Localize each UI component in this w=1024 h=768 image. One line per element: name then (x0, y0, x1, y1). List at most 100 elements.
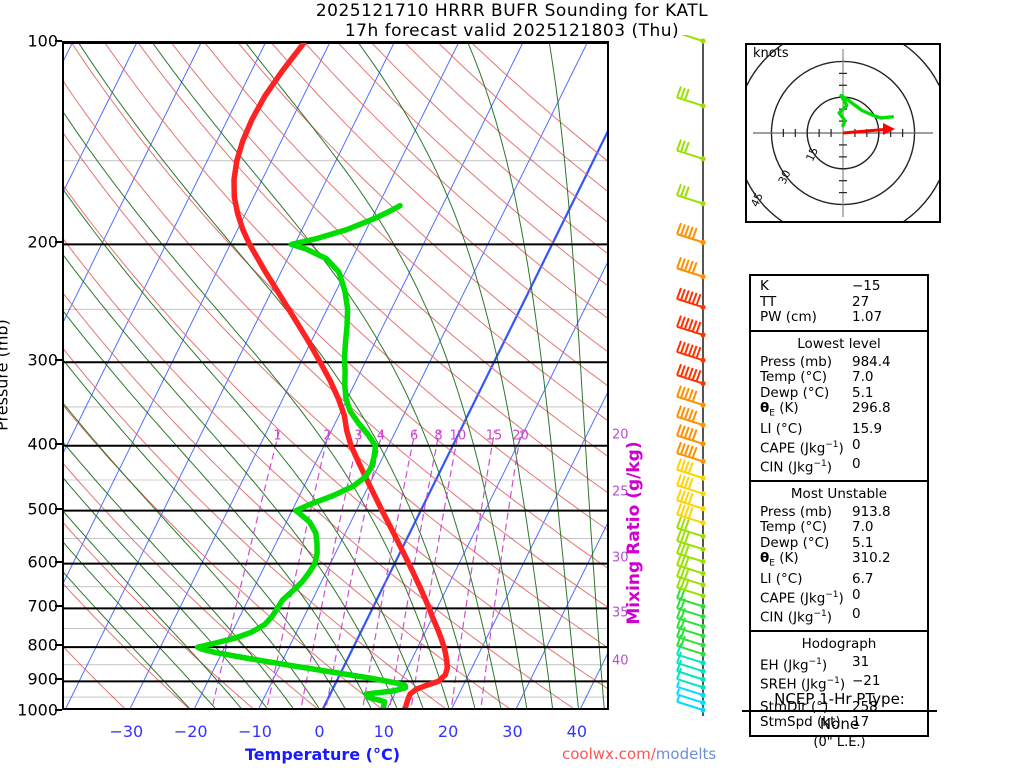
temperature-tick: 0 (314, 722, 325, 741)
index-row: Press (mb) 984.4 (751, 353, 927, 371)
pressure-tick-mark (55, 442, 62, 445)
wind-barb (676, 385, 706, 408)
wind-barb (676, 503, 706, 526)
index-row: TT 27 (751, 293, 927, 311)
pressure-tick: 900 (27, 669, 58, 689)
index-row: Press (mb) 913.8 (751, 503, 927, 521)
wind-barb (676, 424, 706, 447)
index-value: 0 (852, 605, 861, 622)
index-value: 984.4 (852, 353, 891, 370)
wind-barb (676, 340, 706, 363)
pressure-tick-mark (55, 359, 62, 362)
index-row: CIN (Jkg−1) 0 (751, 455, 927, 476)
indices-mostunstable-block: Most Unstable Press (mb) 913.8 Temp (°C) 7.… (751, 482, 927, 632)
index-value: 0 (852, 436, 861, 453)
index-key: K (760, 278, 769, 294)
pressure-tick-mark (55, 644, 62, 647)
wind-barb (676, 405, 706, 428)
temperature-tick: 10 (373, 722, 394, 741)
index-row: K −15 (751, 278, 927, 295)
index-value: 0 (852, 586, 861, 603)
index-key: Press (mb) (760, 503, 833, 520)
ptype-liquid-equivalent: (0" L.E.) (813, 735, 866, 750)
temperature-tick: 40 (566, 722, 587, 741)
wind-barb (676, 643, 706, 666)
page-title: 2025121710 HRRR BUFR Sounding for KATL (315, 1, 709, 21)
mixing-ratio-tick: 6 (410, 428, 419, 444)
indices-top-block: K −15 TT 27 PW (cm) 1.07 (751, 276, 927, 332)
wind-barb (676, 257, 706, 280)
index-key: CIN (Jkg−1) (760, 608, 832, 626)
mixing-ratio-tick: 3 (354, 428, 363, 444)
hodograph-ring-label: 45 (748, 191, 766, 209)
temperature-tick: −10 (238, 722, 272, 741)
index-value: 17 (852, 714, 870, 731)
mixing-ratio-tick: 1 (273, 428, 282, 444)
right-margin-tick: 35 (612, 605, 629, 621)
mixing-ratio-tick: 20 (512, 428, 529, 444)
pressure-tick-mark (55, 560, 62, 563)
index-key: Dewp (°C) (760, 534, 830, 551)
index-value: 5.1 (852, 384, 874, 401)
index-key: Temp (°C) (760, 369, 827, 385)
index-value: 6.7 (852, 571, 874, 588)
index-value: 310.2 (852, 550, 891, 567)
wind-barb (676, 315, 706, 338)
indices-lowest-block: Lowest level Press (mb) 984.4 Temp (°C) 7.0… (751, 332, 927, 482)
pressure-tick: 500 (27, 499, 58, 519)
wind-barb (676, 184, 706, 207)
wind-barb (680, 35, 706, 44)
wind-barb (676, 458, 706, 481)
index-key: PW (cm) (760, 309, 817, 325)
indices-panel: K −15 TT 27 PW (cm) 1.07 Lowest level Press (… (749, 274, 929, 737)
wind-barb (676, 363, 706, 387)
lowest-level-header: Lowest level (797, 335, 881, 352)
pressure-tick-mark (55, 40, 62, 42)
hodograph-panel[interactable]: 15 30 45 (734, 24, 952, 242)
wind-barb (676, 695, 706, 713)
index-value: 296.8 (852, 400, 891, 416)
index-key: TT (760, 293, 777, 310)
right-margin-tick: 30 (612, 550, 629, 566)
pressure-tick: 800 (27, 635, 58, 655)
index-row: EH (Jkg−1) 31 (751, 654, 927, 674)
wind-barb (676, 86, 706, 109)
index-value: 0 (852, 455, 861, 472)
skewt-plot[interactable] (62, 41, 609, 710)
index-value: 15.9 (852, 421, 883, 438)
index-key: SREH (Jkg−1) (760, 675, 846, 693)
pressure-tick-mark (55, 605, 62, 608)
wind-barb-column (676, 35, 706, 716)
ptype-panel: NCEP 1-Hr PType: None (0" L.E.) (742, 690, 937, 750)
index-row: PW (cm) 1.07 (751, 309, 927, 326)
index-value: 7.0 (852, 519, 874, 536)
index-key: CIN (Jkg−1) (760, 458, 832, 476)
index-value: 5.1 (852, 534, 874, 551)
right-margin-tick: 25 (612, 484, 629, 500)
wind-barb (676, 474, 706, 497)
index-value: 7.0 (852, 369, 874, 385)
hodograph-canvas: 15 30 45 (734, 24, 952, 242)
index-row: StmSpd (kt) 17 (751, 715, 927, 731)
index-key: StmSpd (kt) (760, 714, 841, 731)
pressure-tick: 400 (27, 434, 58, 454)
dewpoint-profile (194, 202, 409, 708)
index-key: Press (mb) (760, 353, 833, 370)
index-key: CAPE (Jkg−1) (760, 439, 844, 457)
index-key: θE (K) (760, 400, 799, 419)
index-value: 913.8 (852, 503, 891, 520)
page-subtitle: 17h forecast valid 2025121803 (Thu) (344, 21, 680, 41)
mixing-ratio-tick: 2 (323, 428, 332, 444)
pressure-tick-mark (55, 507, 62, 510)
wind-barb (676, 634, 706, 657)
index-key: Dewp (°C) (760, 384, 830, 401)
hodograph-ring-label: 30 (776, 168, 794, 186)
right-margin-tick: 40 (612, 653, 629, 669)
index-row: CIN (Jkg−1) 0 (751, 605, 927, 626)
most-unstable-header: Most Unstable (790, 485, 888, 502)
wind-barb (676, 489, 706, 512)
index-key: θE (K) (760, 550, 799, 569)
watermark-domain: coolwx.com/ (562, 745, 656, 763)
